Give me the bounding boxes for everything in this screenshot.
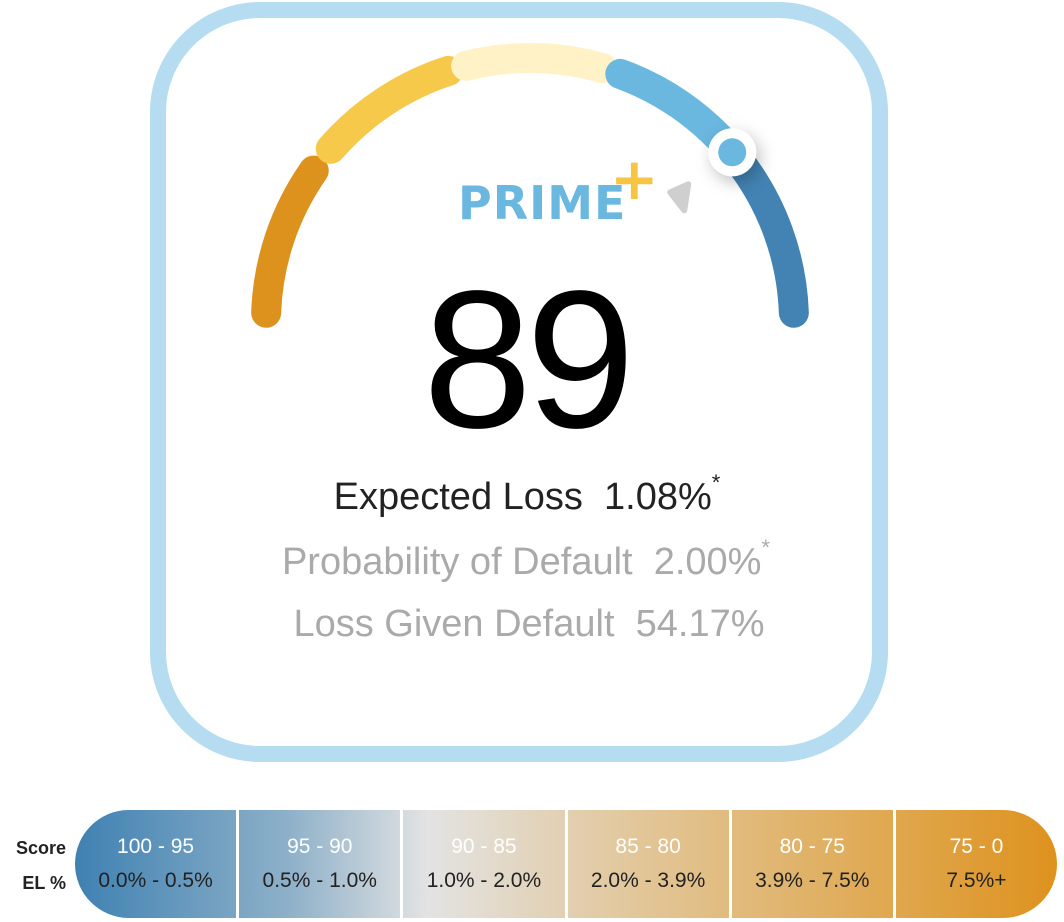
pd-label: Probability of Default [281,541,633,583]
lgd-value: 54.17% [635,603,765,645]
loss-given-default: Loss Given Default 54.17% [0,603,1061,646]
lgd-label: Loss Given Default [293,603,615,645]
band-score: 75 - 0 [949,835,1004,858]
band-score: 85 - 80 [615,835,681,858]
expected-loss-value: 1.08% [604,476,712,518]
band-el: 1.0% - 2.0% [426,869,542,892]
band-score: 100 - 95 [117,835,195,858]
legend-band: 100 - 95 0.0% - 0.5% [75,810,240,918]
expected-loss-label: Expected Loss [333,476,583,518]
score-value: 89 [422,250,635,469]
pd-note: * [761,535,771,560]
legend-el-label: EL % [22,873,66,893]
expected-loss-note: * [711,470,721,495]
gauge-segment-dark-blue [723,144,809,328]
band-el: 2.0% - 3.9% [590,869,706,892]
gauge-segment-orange [251,155,329,328]
legend-band: 75 - 0 7.5%+ [896,810,1057,918]
rating-label: PRIME [458,176,627,230]
probability-of-default: Probability of Default 2.00%* [0,535,1058,584]
band-score: 90 - 85 [451,835,517,858]
gauge-knob-dot [718,138,747,167]
legend-score-label: Score [15,838,66,858]
pd-value: 2.00% [653,541,762,583]
gauge-pointer-icon [667,181,692,214]
rating-modifier: + [610,145,659,213]
band-el: 0.5% - 1.0% [262,869,377,892]
band-score: 95 - 90 [287,835,353,858]
legend-band: 90 - 85 1.0% - 2.0% [403,810,568,918]
score-card [150,2,888,762]
band-el: 3.9% - 7.5% [755,869,870,892]
legend-band: 80 - 75 3.9% - 7.5% [732,810,896,918]
gauge-segment-cream [451,43,618,84]
gauge-segment-yellow [315,55,464,164]
gauge-segment-light-blue [605,58,745,164]
expected-loss: Expected Loss 1.08%* [0,470,1059,519]
score-legend: 100 - 95 0.0% - 0.5% 95 - 90 0.5% - 1.0% 9… [75,810,1057,918]
legend-band: 95 - 90 0.5% - 1.0% [239,810,404,918]
band-el: 7.5%+ [946,869,1007,892]
legend-band: 85 - 80 2.0% - 3.9% [568,810,732,918]
band-score: 80 - 75 [779,835,845,858]
band-el: 0.0% - 0.5% [98,869,213,892]
score-gauge [251,43,809,328]
